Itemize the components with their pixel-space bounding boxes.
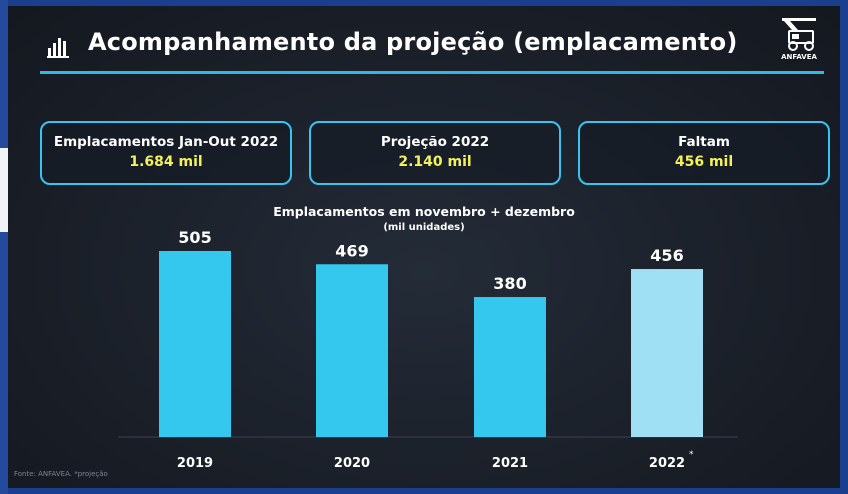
kpi-label: Faltam — [678, 134, 730, 150]
bar-chart: 505 2019 469 2020 380 2021 456 2022 * — [118, 228, 738, 471]
data-label-2022: 456 — [650, 246, 683, 265]
kpi-card-projecao: Projeção 2022 2.140 mil — [309, 121, 561, 185]
bar-2020 — [316, 264, 388, 437]
chart-subtitle: (mil unidades) — [383, 222, 465, 233]
bar-2022 — [631, 269, 703, 437]
kpi-label: Emplacamentos Jan-Out 2022 — [53, 134, 279, 150]
bar-chart-icon — [47, 38, 69, 58]
x-tick-label-2019: 2019 — [177, 456, 213, 471]
kpi-value: 456 mil — [674, 154, 734, 170]
x-tick-label-2022: 2022 — [649, 456, 685, 471]
bar-2019 — [159, 250, 231, 437]
data-label-2019: 505 — [178, 228, 211, 247]
anfavea-logo: ANFAVEA — [776, 14, 822, 64]
chart-title: Emplacamentos em novembro + dezembro — [273, 204, 575, 219]
kpi-value: 1.684 mil — [129, 154, 203, 170]
kpi-card-faltam: Faltam 456 mil — [578, 121, 830, 185]
projection-asterisk: * — [689, 450, 694, 460]
source-footnote: Fonte: ANFAVEA. *projeção — [14, 470, 108, 478]
logo-text: ANFAVEA — [781, 53, 817, 61]
page-title: Acompanhamento da projeção (emplacamento… — [88, 28, 738, 56]
x-tick-label-2021: 2021 — [492, 456, 528, 471]
data-label-2020: 469 — [335, 241, 368, 260]
left-edge-strip — [0, 0, 8, 494]
slide: Acompanhamento da projeção (emplacamento… — [8, 6, 840, 488]
left-edge-tab[interactable] — [0, 148, 8, 232]
truck-logo-icon — [782, 18, 816, 51]
x-tick-label-2020: 2020 — [334, 456, 370, 471]
kpi-value: 2.140 mil — [398, 154, 472, 170]
bar-2021 — [474, 297, 546, 437]
kpi-label: Projeção 2022 — [380, 134, 490, 150]
title-divider — [40, 71, 824, 74]
data-label-2021: 380 — [493, 274, 526, 293]
kpi-card-emplacamentos: Emplacamentos Jan-Out 2022 1.684 mil — [40, 121, 292, 185]
